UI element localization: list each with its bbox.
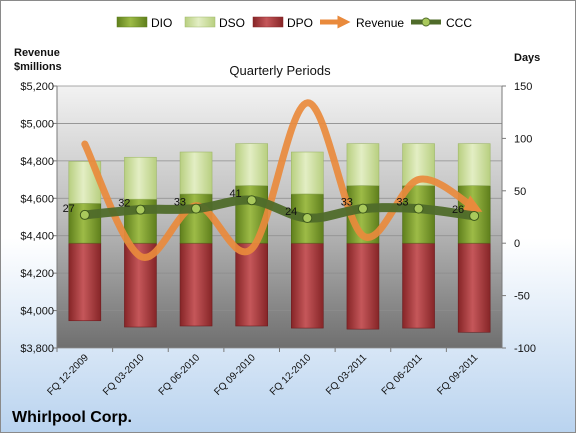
bar-dpo	[235, 242, 268, 327]
ccc-data-label: 32	[118, 198, 130, 210]
right-axis: -100 -50 0 50 100 150	[502, 81, 536, 355]
ccc-point	[79, 209, 90, 220]
bar-dpo	[402, 242, 435, 329]
left-tick-label: $3,800	[20, 343, 54, 355]
legend-swatch-dso	[184, 16, 216, 28]
legend: DIO DSO DPO Revenue CCC	[116, 15, 472, 30]
left-axis-label-line2: $millions	[14, 61, 62, 73]
legend-swatch-ccc-marker	[421, 17, 431, 27]
bar-dso	[235, 143, 268, 186]
bar-dso	[179, 151, 213, 195]
ccc-data-label: 33	[174, 197, 186, 209]
right-tick-label: 150	[514, 81, 532, 93]
legend-item-ccc: CCC	[411, 16, 472, 30]
legend-item-dso: DSO	[184, 16, 245, 30]
legend-swatch-dpo	[252, 16, 284, 28]
left-axis-label-line1: Revenue	[14, 47, 60, 59]
legend-label-revenue: Revenue	[356, 16, 404, 30]
left-tick-label: $4,600	[20, 193, 54, 205]
ccc-point	[246, 195, 257, 206]
ccc-data-label: 24	[285, 206, 297, 218]
legend-item-dio: DIO	[116, 16, 172, 30]
ccc-data-label: 33	[396, 197, 408, 209]
revenue-layer	[81, 99, 483, 261]
bar-dso	[291, 151, 324, 195]
right-tick-label: 100	[514, 133, 532, 145]
ccc-point	[357, 203, 368, 214]
left-tick-label: $5,200	[20, 81, 54, 93]
ccc-data-label: 26	[452, 204, 464, 216]
revenue-line	[81, 99, 483, 261]
bar-dpo	[179, 242, 213, 327]
left-tick-label: $5,000	[20, 118, 54, 130]
bar-dpo	[457, 242, 491, 333]
legend-label-dpo: DPO	[287, 16, 313, 30]
right-tick-label: -100	[514, 343, 536, 355]
left-tick-label: $4,400	[20, 231, 54, 243]
bar-dso	[124, 156, 157, 200]
ccc-point	[135, 204, 146, 215]
legend-swatch-dio	[116, 16, 148, 28]
ccc-layer: 27 32 33 41 24 33 33 26	[63, 188, 480, 224]
bar-dso	[346, 143, 380, 186]
ccc-data-label: 41	[229, 188, 241, 200]
ccc-data-label: 27	[63, 203, 75, 215]
ccc-point	[191, 203, 202, 214]
right-tick-label: 0	[514, 238, 520, 250]
right-axis-label: Days	[514, 52, 540, 64]
left-tick-label: $4,800	[20, 156, 54, 168]
bar-dio	[402, 185, 435, 244]
company-name: Whirlpool Corp.	[12, 409, 132, 426]
bar-dpo	[346, 242, 380, 330]
ccc-point	[469, 210, 480, 221]
legend-label-dso: DSO	[219, 16, 245, 30]
bar-dso	[457, 143, 491, 186]
ccc-data-label: 33	[341, 197, 353, 209]
ccc-point	[302, 213, 313, 224]
left-tick-label: $4,000	[20, 306, 54, 318]
ccc-point	[413, 203, 424, 214]
right-tick-label: -50	[514, 291, 530, 303]
left-axis: $3,800 $4,000 $4,200 $4,400 $4,600 $4,800 $5,0…	[20, 81, 57, 355]
legend-label-dio: DIO	[151, 16, 172, 30]
bar-dpo	[291, 242, 324, 329]
left-tick-label: $4,200	[20, 268, 54, 280]
legend-item-revenue: Revenue	[320, 15, 404, 30]
right-tick-label: 50	[514, 186, 526, 198]
bar-dpo	[68, 242, 102, 322]
legend-label-ccc: CCC	[446, 16, 472, 30]
chart-title: Quarterly Periods	[229, 63, 331, 78]
plot-area	[57, 86, 502, 348]
legend-item-dpo: DPO	[252, 16, 313, 30]
